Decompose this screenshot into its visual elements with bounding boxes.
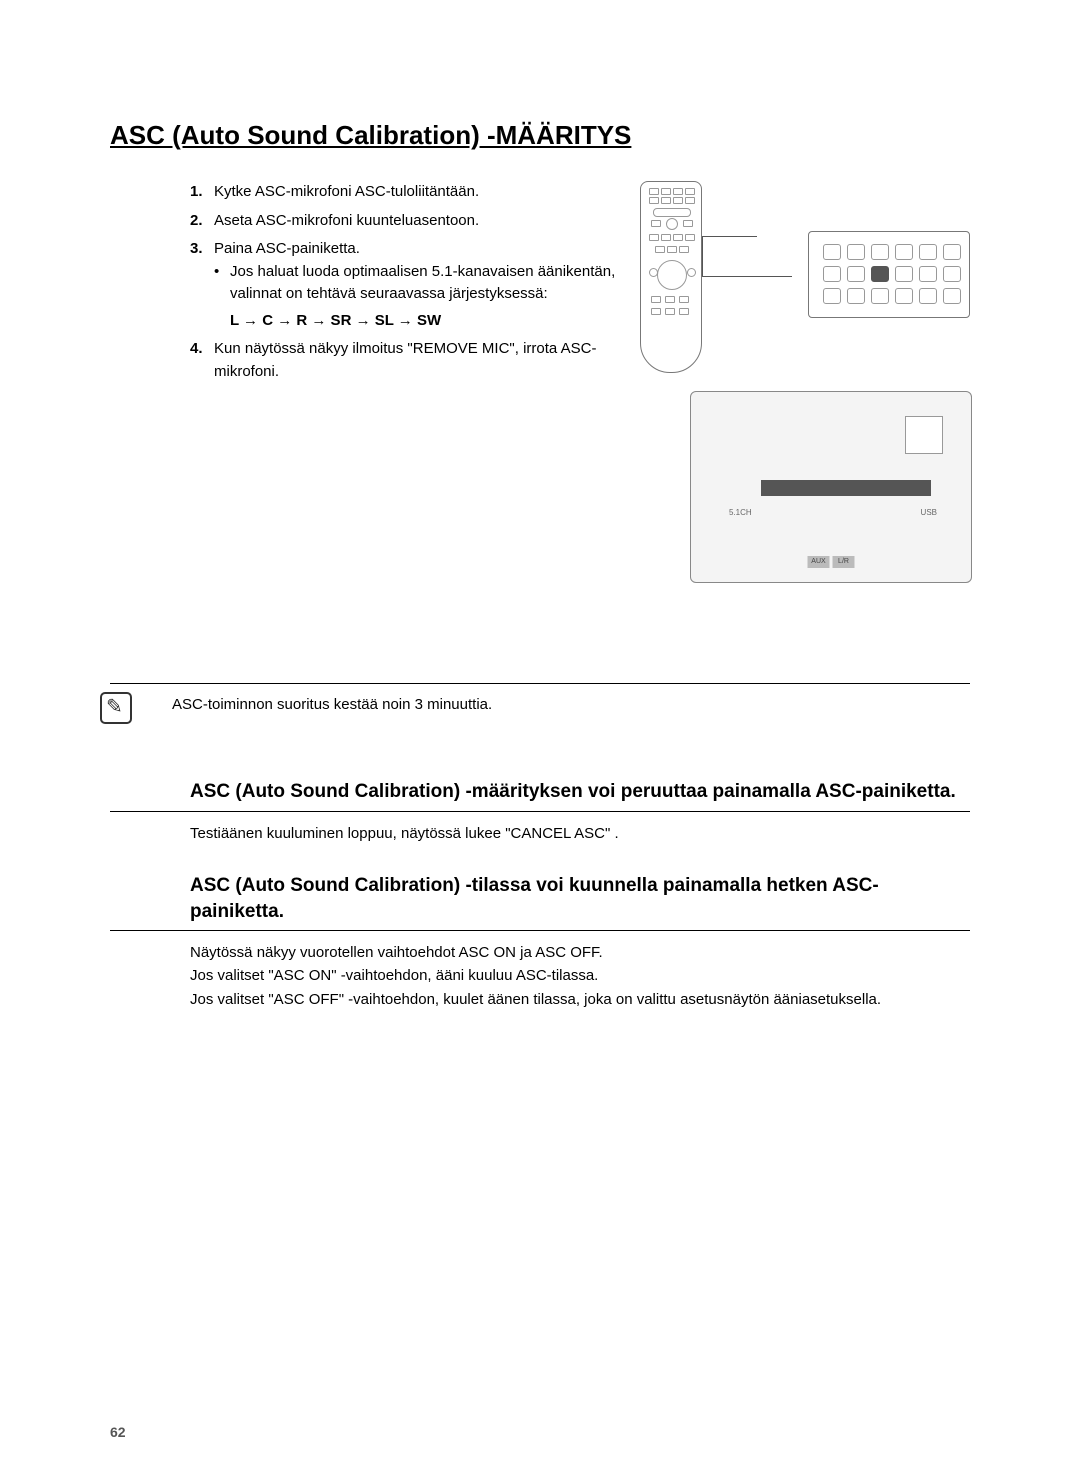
- step-text: Kytke ASC-mikrofoni ASC-tuloliitäntään.: [214, 181, 479, 204]
- step-bullet: Jos haluat luoda optimaalisen 5.1-kanava…: [214, 261, 620, 306]
- display-bar-icon: [761, 480, 931, 496]
- step-number: 1.: [190, 181, 214, 204]
- body-line: Jos valitset "ASC ON" -vaihtoehdon, ääni…: [190, 964, 970, 987]
- step-text: Kun näytössä näkyy ilmoitus "REMOVE MIC"…: [214, 338, 620, 383]
- display-square-icon: [905, 416, 943, 454]
- device-label-left: 5.1CH: [729, 508, 752, 517]
- port-label: L/R: [833, 556, 855, 568]
- control-panel-icon: [808, 231, 970, 318]
- section-cancel: ASC (Auto Sound Calibration) -määritykse…: [110, 779, 970, 845]
- manual-page: ASC (Auto Sound Calibration) -MÄÄRITYS 1…: [0, 0, 1080, 1051]
- note-text: ASC-toiminnon suoritus kestää noin 3 min…: [172, 692, 492, 713]
- section-listen: ASC (Auto Sound Calibration) -tilassa vo…: [110, 873, 970, 1011]
- section-body: Näytössä näkyy vuorotellen vaihtoehdot A…: [110, 941, 970, 1011]
- port-group: AUX L/R: [808, 556, 855, 568]
- step-text: Aseta ASC-mikrofoni kuunteluasentoon.: [214, 210, 479, 233]
- step-number: 4.: [190, 338, 214, 383]
- device-front-figure: 5.1CH USB AUX L/R: [690, 391, 972, 583]
- body-line: Jos valitset "ASC OFF" -vaihtoehdon, kuu…: [190, 988, 970, 1011]
- figures-column: 5.1CH USB AUX L/R: [640, 181, 970, 583]
- device-label-right: USB: [921, 508, 937, 517]
- note-block: ASC-toiminnon suoritus kestää noin 3 min…: [110, 683, 970, 724]
- section-title: ASC (Auto Sound Calibration) -määritykse…: [110, 779, 970, 812]
- channel-sequence: L → C → R → SR → SL → SW: [214, 310, 620, 333]
- page-title: ASC (Auto Sound Calibration) -MÄÄRITYS: [110, 120, 970, 151]
- body-line: Näytössä näkyy vuorotellen vaihtoehdot A…: [190, 941, 970, 964]
- step-number: 3.: [190, 238, 214, 261]
- content-row: 1. Kytke ASC-mikrofoni ASC-tuloliitäntää…: [110, 181, 970, 583]
- remote-control-icon: [640, 181, 702, 373]
- section-body: Testiäänen kuuluminen loppuu, näytössä l…: [110, 822, 970, 845]
- page-number: 62: [110, 1424, 126, 1440]
- step-number: 2.: [190, 210, 214, 233]
- instructions-list: 1. Kytke ASC-mikrofoni ASC-tuloliitäntää…: [110, 181, 620, 583]
- step-text: Paina ASC-painiketta.: [214, 238, 360, 261]
- remote-panel-figure: [640, 181, 970, 381]
- port-label: AUX: [808, 556, 830, 568]
- section-title: ASC (Auto Sound Calibration) -tilassa vo…: [110, 873, 970, 931]
- note-icon: [100, 692, 132, 724]
